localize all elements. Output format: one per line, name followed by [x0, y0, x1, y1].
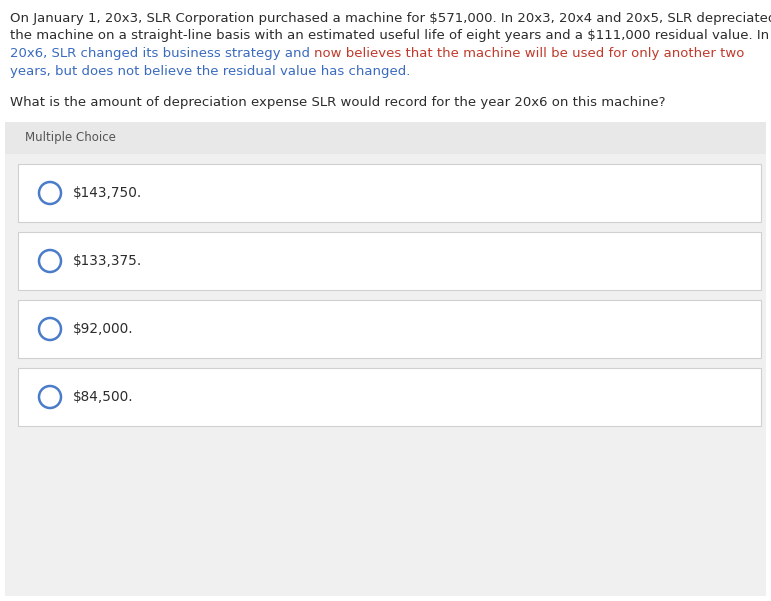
Text: 20x6, SLR changed its business strategy and: 20x6, SLR changed its business strategy …: [10, 47, 315, 60]
Text: On January 1, 20x3, SLR Corporation purchased a machine for $571,000. In 20x3, 2: On January 1, 20x3, SLR Corporation purc…: [10, 12, 771, 25]
FancyBboxPatch shape: [5, 122, 766, 154]
Text: $133,375.: $133,375.: [73, 254, 143, 268]
Text: the machine on a straight-line basis with an estimated useful life of eight year: the machine on a straight-line basis wit…: [10, 29, 769, 43]
FancyBboxPatch shape: [5, 122, 766, 596]
Text: $143,750.: $143,750.: [73, 186, 143, 200]
Text: $92,000.: $92,000.: [73, 322, 133, 336]
FancyBboxPatch shape: [18, 164, 761, 222]
FancyBboxPatch shape: [18, 368, 761, 426]
Text: now believes that the machine will be used for only another two: now believes that the machine will be us…: [315, 47, 745, 60]
Text: years, but does not believe the residual value has changed.: years, but does not believe the residual…: [10, 64, 410, 78]
Text: $84,500.: $84,500.: [73, 390, 133, 404]
Text: Multiple Choice: Multiple Choice: [25, 132, 116, 144]
FancyBboxPatch shape: [18, 232, 761, 290]
FancyBboxPatch shape: [18, 300, 761, 358]
Text: What is the amount of depreciation expense SLR would record for the year 20x6 on: What is the amount of depreciation expen…: [10, 96, 665, 109]
